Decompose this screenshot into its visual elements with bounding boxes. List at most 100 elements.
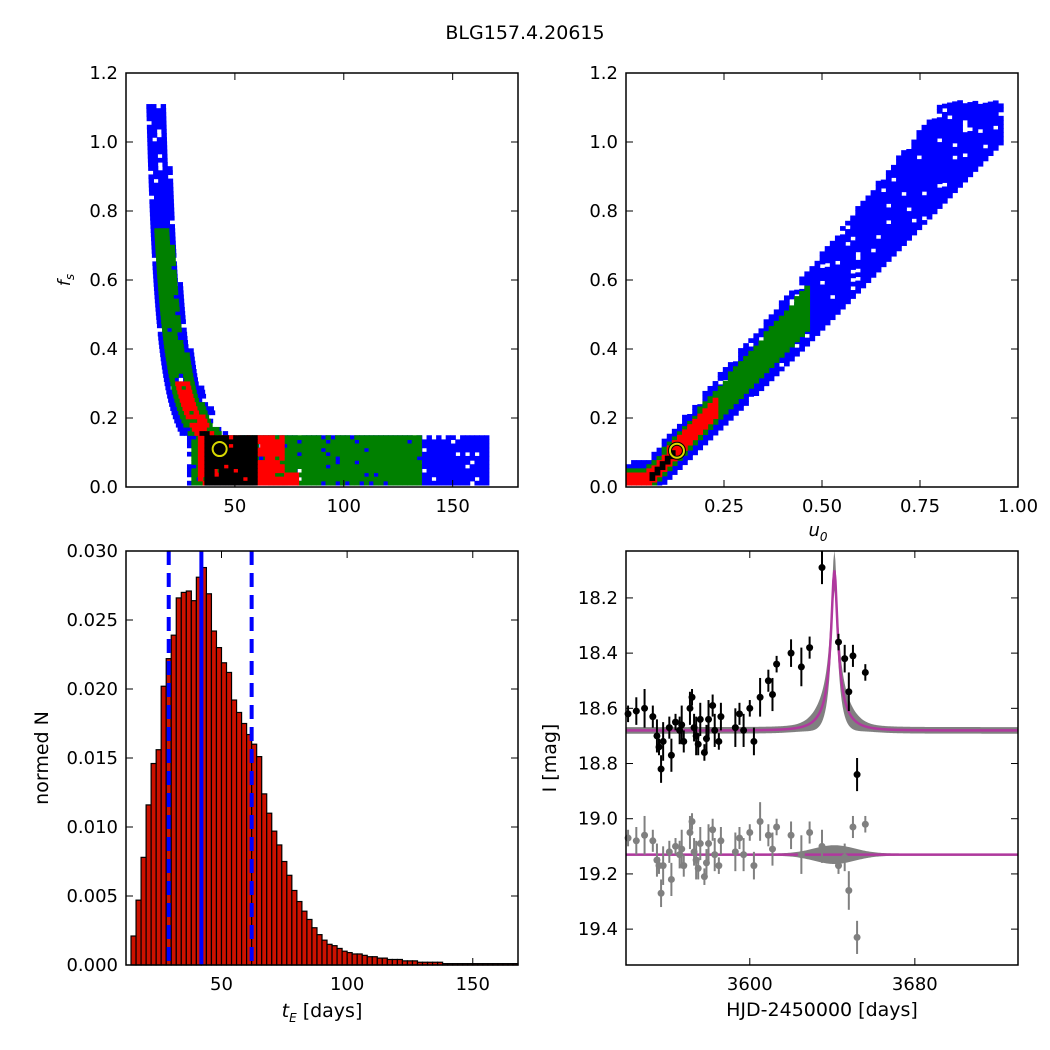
y-tick-label: 1.0 — [589, 132, 618, 153]
density-cell-blue — [840, 275, 846, 281]
density-cell-blue — [865, 265, 872, 271]
density-cell-green — [773, 337, 780, 343]
density-cell-blue — [676, 465, 683, 471]
density-cell-blue — [661, 475, 668, 481]
histogram-bar — [185, 590, 192, 966]
density-cell-green — [763, 364, 770, 370]
density-cell-green — [794, 337, 800, 343]
density-cell-blue — [977, 132, 984, 138]
density-cell-blue — [947, 193, 953, 199]
density-cell-black — [218, 476, 225, 482]
density-cell-blue — [783, 353, 790, 359]
density-cell-green — [799, 328, 805, 333]
density-cell-green — [306, 480, 312, 486]
density-cell-blue — [850, 232, 856, 237]
density-cell-green — [183, 373, 189, 378]
density-cell-green — [325, 468, 331, 474]
y-tick-label: 19.0 — [578, 809, 618, 830]
density-cell-green — [363, 439, 370, 445]
density-cell-green — [315, 455, 322, 461]
density-cell-blue — [967, 106, 974, 111]
x-tick-label: 3680 — [892, 974, 938, 995]
density-cell-green — [378, 480, 384, 486]
density-cell-blue — [170, 406, 176, 412]
density-cell-green — [165, 257, 172, 262]
density-cell-green — [182, 369, 188, 374]
density-cell-blue — [157, 170, 164, 176]
density-cell-blue — [987, 118, 994, 123]
density-cell-blue — [880, 179, 887, 185]
density-cell-green — [191, 476, 197, 482]
density-cell-black — [664, 459, 671, 465]
density-cell-blue — [692, 446, 698, 452]
density-cell-green — [763, 343, 770, 349]
density-cell-green — [311, 480, 317, 486]
density-cell-red — [193, 410, 200, 416]
density-cell-blue — [885, 178, 892, 184]
density-cell-blue — [789, 294, 795, 300]
density-cell-green — [325, 476, 331, 482]
density-cell-blue — [190, 364, 196, 370]
density-cell-green — [373, 447, 379, 453]
density-cell-black — [237, 447, 244, 453]
density-cell-green — [168, 340, 174, 345]
density-cell-blue — [469, 472, 476, 478]
density-cell-green — [354, 451, 360, 457]
density-cell-green — [387, 455, 394, 461]
density-cell-blue — [445, 455, 452, 461]
density-cell-blue — [834, 247, 841, 253]
histogram-bar — [145, 804, 152, 966]
density-cell-green — [727, 404, 734, 410]
density-cell-blue — [824, 266, 831, 272]
density-cell-green — [191, 460, 197, 465]
data-point — [861, 668, 869, 676]
density-cell-blue — [845, 229, 851, 234]
density-cell-blue — [484, 464, 490, 469]
histogram-bar — [391, 958, 398, 966]
density-cell-green — [368, 472, 374, 478]
density-cell-red — [255, 439, 261, 445]
density-cell-black — [659, 465, 666, 471]
density-cell-blue — [722, 412, 729, 418]
density-cell-blue — [834, 289, 841, 295]
density-cell-blue — [190, 360, 196, 366]
density-cell-blue — [936, 125, 943, 131]
density-cell-blue — [743, 351, 749, 357]
density-cell-blue — [152, 141, 158, 147]
histogram-bar — [160, 685, 167, 966]
density-cell-green — [382, 468, 389, 474]
density-cell-blue — [972, 163, 979, 168]
density-cell-black — [233, 476, 239, 482]
density-cell-blue — [321, 435, 327, 440]
density-cell-blue — [941, 161, 948, 167]
density-cell-green — [301, 460, 307, 465]
density-cell-green — [174, 397, 180, 403]
density-cell-blue — [916, 167, 923, 173]
density-cell-blue — [778, 304, 785, 310]
density-cell-blue — [840, 238, 846, 244]
density-cell-blue — [860, 209, 867, 214]
density-cell-red — [288, 472, 295, 478]
density-cell-green — [291, 468, 298, 474]
density-cell-blue — [845, 282, 851, 288]
density-cell-green — [799, 295, 805, 300]
density-cell-blue — [460, 472, 466, 478]
histogram-bar — [321, 939, 328, 966]
density-cell-blue — [977, 161, 984, 167]
density-cell-blue — [819, 301, 826, 306]
density-cell-blue — [901, 199, 907, 205]
density-cell-blue — [941, 136, 948, 142]
density-cell-blue — [469, 468, 476, 474]
density-cell-green — [173, 298, 179, 304]
y-tick-label: 0.005 — [66, 886, 118, 907]
density-cell-blue — [972, 113, 979, 119]
density-cell-green — [301, 468, 307, 474]
density-cell-red — [255, 480, 261, 486]
density-cell-green — [682, 426, 688, 431]
density-cell-red — [692, 427, 698, 432]
density-cell-blue — [421, 460, 428, 465]
density-cell-green — [378, 447, 384, 453]
density-cell-green — [733, 386, 739, 392]
density-cell-blue — [167, 178, 174, 184]
